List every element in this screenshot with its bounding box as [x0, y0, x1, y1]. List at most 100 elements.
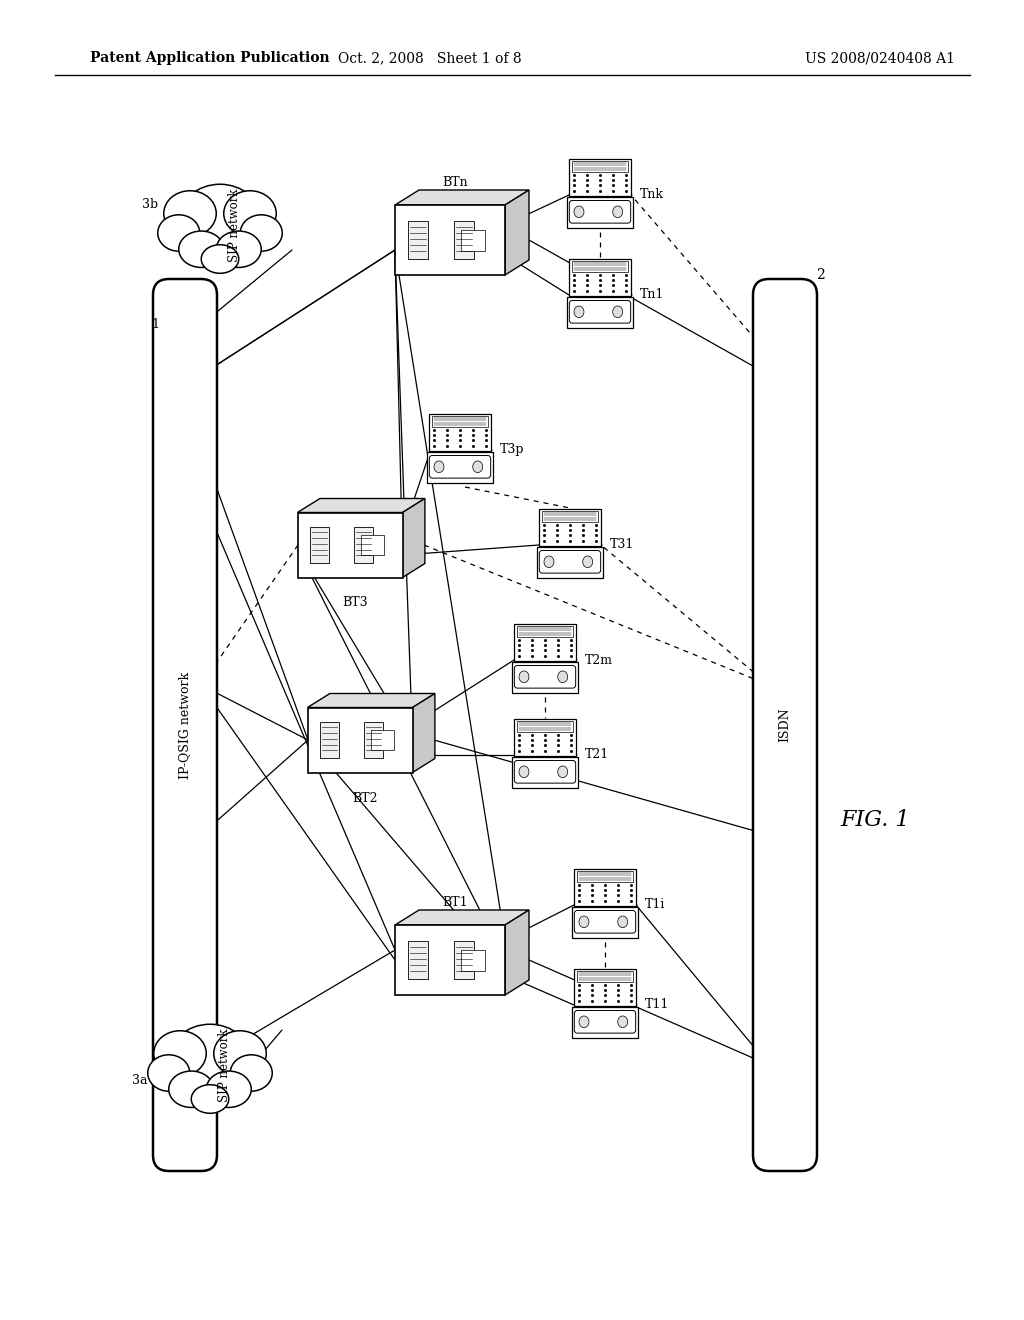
Bar: [298, 512, 402, 578]
Ellipse shape: [579, 916, 589, 928]
Bar: [310, 527, 329, 562]
Polygon shape: [505, 190, 529, 275]
Ellipse shape: [574, 306, 584, 318]
Ellipse shape: [224, 191, 276, 236]
Text: SIP network: SIP network: [218, 1028, 231, 1102]
Text: SIP network: SIP network: [228, 189, 242, 261]
FancyBboxPatch shape: [569, 301, 631, 323]
Bar: [321, 722, 339, 758]
Bar: [542, 511, 598, 521]
Ellipse shape: [214, 1031, 266, 1076]
Text: T11: T11: [645, 998, 670, 1011]
Ellipse shape: [473, 461, 482, 473]
Ellipse shape: [617, 1016, 628, 1028]
Text: ISDN: ISDN: [778, 708, 792, 742]
Ellipse shape: [169, 1071, 214, 1107]
Bar: [455, 941, 474, 979]
Bar: [572, 261, 628, 272]
Bar: [567, 198, 633, 227]
Text: BT2: BT2: [352, 792, 378, 804]
Text: FIG. 1: FIG. 1: [840, 809, 909, 832]
Polygon shape: [505, 909, 529, 995]
Ellipse shape: [612, 306, 623, 318]
Bar: [461, 949, 485, 970]
Ellipse shape: [169, 1024, 251, 1096]
Ellipse shape: [519, 766, 529, 777]
Ellipse shape: [164, 191, 216, 236]
Ellipse shape: [154, 1031, 206, 1076]
FancyBboxPatch shape: [574, 1011, 636, 1034]
Bar: [371, 730, 393, 750]
Ellipse shape: [519, 671, 529, 682]
Ellipse shape: [179, 231, 224, 268]
FancyBboxPatch shape: [574, 911, 636, 933]
Bar: [514, 624, 575, 661]
Text: Oct. 2, 2008   Sheet 1 of 8: Oct. 2, 2008 Sheet 1 of 8: [338, 51, 522, 65]
Ellipse shape: [216, 231, 261, 268]
Bar: [354, 527, 373, 562]
Text: IP-QSIG network: IP-QSIG network: [178, 672, 191, 779]
Text: BT3: BT3: [342, 597, 368, 610]
Bar: [514, 719, 575, 756]
FancyBboxPatch shape: [540, 550, 601, 573]
Bar: [539, 510, 601, 546]
Bar: [517, 626, 572, 636]
Ellipse shape: [206, 1071, 251, 1107]
Polygon shape: [402, 499, 425, 578]
Bar: [567, 297, 633, 327]
Bar: [307, 708, 413, 772]
Bar: [429, 414, 490, 451]
Ellipse shape: [612, 206, 623, 218]
Text: 3b: 3b: [142, 198, 158, 211]
Text: US 2008/0240408 A1: US 2008/0240408 A1: [805, 51, 955, 65]
Ellipse shape: [241, 215, 283, 251]
Bar: [395, 925, 505, 995]
Polygon shape: [413, 693, 435, 772]
Text: BT1: BT1: [442, 895, 468, 908]
Bar: [578, 972, 633, 982]
Text: BTn: BTn: [442, 176, 468, 189]
FancyBboxPatch shape: [514, 760, 575, 783]
Ellipse shape: [574, 206, 584, 218]
Bar: [409, 220, 428, 259]
Bar: [574, 869, 636, 907]
Bar: [569, 158, 631, 197]
Ellipse shape: [230, 1055, 272, 1092]
Ellipse shape: [434, 461, 444, 473]
Ellipse shape: [191, 1085, 228, 1113]
Ellipse shape: [202, 244, 239, 273]
Bar: [512, 663, 578, 693]
Text: T21: T21: [585, 748, 609, 762]
Bar: [578, 871, 633, 882]
Ellipse shape: [147, 1055, 189, 1092]
Bar: [360, 535, 384, 554]
Text: Patent Application Publication: Patent Application Publication: [90, 51, 330, 65]
Ellipse shape: [583, 556, 593, 568]
Bar: [461, 230, 485, 251]
Bar: [455, 220, 474, 259]
Bar: [365, 722, 383, 758]
Ellipse shape: [158, 215, 200, 251]
Bar: [432, 416, 487, 426]
Bar: [572, 1007, 638, 1038]
FancyBboxPatch shape: [153, 279, 217, 1171]
Text: T31: T31: [610, 539, 635, 552]
Text: T1i: T1i: [645, 899, 666, 912]
Bar: [517, 721, 572, 731]
Ellipse shape: [558, 766, 567, 777]
Text: T2m: T2m: [585, 653, 613, 667]
Text: T3p: T3p: [500, 444, 524, 457]
Text: 2: 2: [816, 268, 824, 282]
Bar: [512, 758, 578, 788]
Ellipse shape: [617, 916, 628, 928]
Ellipse shape: [179, 185, 261, 256]
FancyBboxPatch shape: [514, 665, 575, 688]
Bar: [574, 969, 636, 1006]
Polygon shape: [298, 499, 425, 512]
Text: 1: 1: [151, 318, 159, 331]
Text: Tnk: Tnk: [640, 189, 664, 202]
Bar: [409, 941, 428, 979]
Bar: [538, 548, 602, 578]
Polygon shape: [307, 693, 435, 708]
Bar: [569, 259, 631, 297]
